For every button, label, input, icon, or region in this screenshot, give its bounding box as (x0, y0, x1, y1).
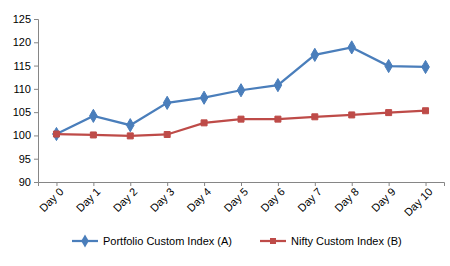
series-marker (385, 59, 393, 72)
series-marker (238, 116, 244, 122)
y-tick-label: 105 (13, 106, 31, 118)
y-tick-mark (34, 182, 38, 183)
x-tick-label: Day 4 (184, 185, 213, 214)
y-tick-mark (34, 19, 38, 20)
series-marker (423, 108, 429, 114)
x-tick: Day 3 (148, 182, 177, 214)
y-tick: 125 (13, 13, 38, 25)
y-tick-mark (34, 66, 38, 67)
x-tick-label: Day 9 (369, 185, 398, 214)
legend: Portfolio Custom Index (A) Nifty Custom I… (72, 234, 402, 247)
y-axis: 90 95 100 105 110 115 120 125 (13, 13, 39, 188)
series-marker (312, 114, 318, 120)
x-tick: Day 6 (258, 182, 287, 214)
series-marker (164, 131, 170, 137)
series-line (56, 111, 425, 136)
y-axis-line (34, 20, 39, 183)
series-marker (200, 91, 208, 104)
x-tick-label: Day 2 (111, 185, 140, 214)
y-tick-label: 120 (13, 36, 31, 48)
x-tick-label: Day 6 (258, 185, 287, 214)
series-marker (163, 96, 171, 109)
series-marker (386, 110, 392, 116)
y-tick-mark (34, 89, 38, 90)
series-marker (275, 116, 281, 122)
y-tick: 110 (13, 83, 38, 95)
legend-marker (270, 238, 276, 244)
series-marker (201, 120, 207, 126)
x-tick-label: Day 8 (332, 185, 361, 214)
series-marker (90, 109, 98, 122)
y-tick: 90 (19, 176, 38, 188)
plot-area: 9095100105110115120125Day 0Day 1Day 2Day… (13, 13, 445, 218)
x-tick: Day 2 (111, 182, 140, 214)
series-marker (126, 119, 134, 132)
x-tick-label: Day 7 (295, 185, 324, 214)
y-tick-mark (34, 112, 38, 113)
x-tick: Day 5 (221, 182, 250, 214)
series-group (53, 41, 430, 141)
x-axis: Day 0 Day 1 Day 2 Day 3Day 4 Day 5 Day 6 Day 7… (37, 182, 445, 218)
x-tick-label: Day 5 (221, 185, 250, 214)
series-marker (274, 79, 282, 92)
y-tick: 100 (13, 129, 38, 141)
y-tick: 115 (13, 60, 38, 72)
y-tick-mark (34, 135, 38, 136)
x-tick: Day 4 (184, 182, 213, 214)
legend-item: Nifty Custom Index (B) (260, 235, 402, 247)
series-marker (127, 133, 133, 139)
y-tick: 105 (13, 106, 38, 118)
series-marker (349, 112, 355, 118)
legend-label: Nifty Custom Index (B) (291, 235, 402, 247)
series-marker (53, 127, 61, 140)
x-tick: Day 10 (402, 182, 435, 218)
series-marker (53, 131, 59, 137)
series-marker (237, 84, 245, 97)
y-tick-label: 100 (13, 129, 31, 141)
y-tick-label: 115 (13, 60, 31, 72)
x-tick: Day 7 (295, 182, 324, 214)
series-marker (311, 48, 319, 61)
y-tick-label: 90 (19, 176, 31, 188)
x-tick-label: Day 0 (37, 185, 66, 214)
y-tick: 95 (19, 153, 38, 165)
x-tick: Day 8 (332, 182, 361, 214)
x-tick: Day 9 (369, 182, 398, 214)
series-marker (348, 41, 356, 54)
y-tick-label: 125 (13, 13, 31, 25)
chart: 9095100105110115120125Day 0Day 1Day 2Day… (0, 0, 450, 266)
y-tick-label: 110 (13, 83, 31, 95)
x-tick: Day 0 (37, 182, 66, 214)
legend-marker (81, 234, 89, 247)
series-marker (90, 132, 96, 138)
series-marker (422, 60, 430, 73)
x-tick-label: Day 10 (402, 185, 435, 218)
y-tick-label: 95 (19, 153, 31, 165)
x-tick-label: Day 3 (148, 185, 177, 214)
legend-label: Portfolio Custom Index (A) (103, 235, 232, 247)
series-line (56, 47, 425, 134)
y-tick: 120 (13, 36, 38, 48)
legend-item: Portfolio Custom Index (A) (72, 234, 232, 247)
y-tick-mark (34, 42, 38, 43)
x-tick: Day 1 (74, 182, 103, 214)
x-tick-label: Day 1 (74, 185, 103, 214)
y-tick-mark (34, 159, 38, 160)
